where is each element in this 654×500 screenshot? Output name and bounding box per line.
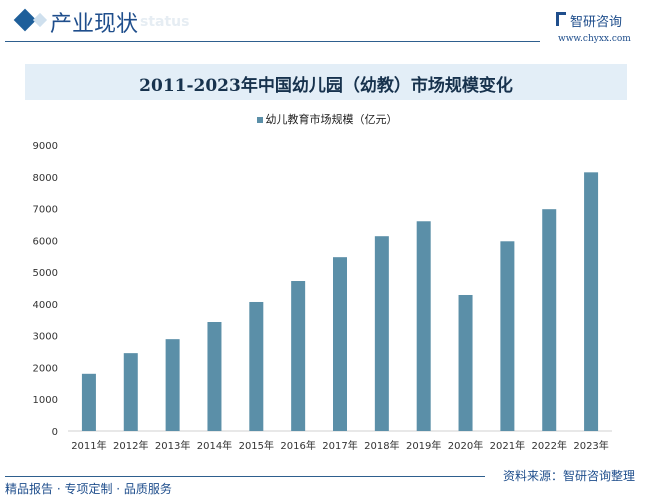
x-tick-label: 2016年: [280, 439, 315, 452]
bar: [333, 257, 347, 431]
y-tick-label: 1000: [33, 395, 58, 406]
x-tick-label: 2018年: [364, 439, 399, 452]
bar: [165, 339, 180, 431]
bar: [374, 236, 389, 431]
y-tick-label: 6000: [33, 236, 58, 247]
bar: [416, 221, 431, 431]
brand-logo-icon: [556, 12, 566, 26]
ghost-text: status: [140, 14, 190, 30]
x-tick-label: 2023年: [573, 439, 608, 452]
footer-divider: [5, 476, 485, 477]
y-tick-label: 3000: [33, 332, 58, 343]
bar: [123, 353, 138, 431]
y-tick-label: 8000: [33, 173, 58, 184]
bar: [458, 294, 473, 431]
y-tick-label: 7000: [33, 205, 58, 216]
source-note: 资料来源：智研咨询整理: [503, 469, 636, 483]
x-tick-label: 2012年: [113, 439, 148, 452]
x-tick-label: 2021年: [490, 439, 525, 452]
bar: [207, 322, 222, 431]
x-tick-label: 2013年: [155, 439, 190, 452]
legend-label: 幼儿教育市场规模（亿元）: [265, 113, 398, 126]
brand-url: www.chyxx.com: [558, 34, 631, 44]
x-tick-label: 2019年: [406, 439, 441, 452]
x-tick-label: 2022年: [532, 439, 567, 452]
y-tick-label: 4000: [33, 300, 58, 311]
bar: [542, 209, 557, 431]
y-tick-label: 5000: [33, 268, 58, 279]
x-tick-label: 2015年: [239, 439, 274, 452]
x-tick-label: 2011年: [71, 439, 106, 452]
bar: [500, 241, 515, 431]
x-tick-label: 2020年: [448, 439, 483, 452]
section-title: 产业现状: [50, 12, 139, 37]
brand-name: 智研咨询: [570, 15, 623, 30]
x-tick-label: 2017年: [322, 439, 357, 452]
bar: [81, 373, 96, 431]
x-tick-label: 2014年: [197, 439, 232, 452]
legend: 幼儿教育市场规模（亿元）: [0, 111, 654, 127]
y-tick-label: 9000: [33, 141, 58, 152]
title-band: [25, 64, 627, 100]
bar: [584, 172, 599, 431]
chart-title: 2011-2023年中国幼儿园（幼教）市场规模变化: [139, 76, 513, 96]
bar: [291, 281, 306, 431]
y-tick-label: 2000: [33, 363, 58, 374]
footer-tagline: 精品报告 · 专项定制 · 品质服务: [5, 482, 172, 496]
y-tick-label: 0: [52, 427, 58, 438]
legend-swatch: [256, 117, 263, 123]
bar: [249, 301, 264, 431]
header-divider: [5, 41, 540, 42]
